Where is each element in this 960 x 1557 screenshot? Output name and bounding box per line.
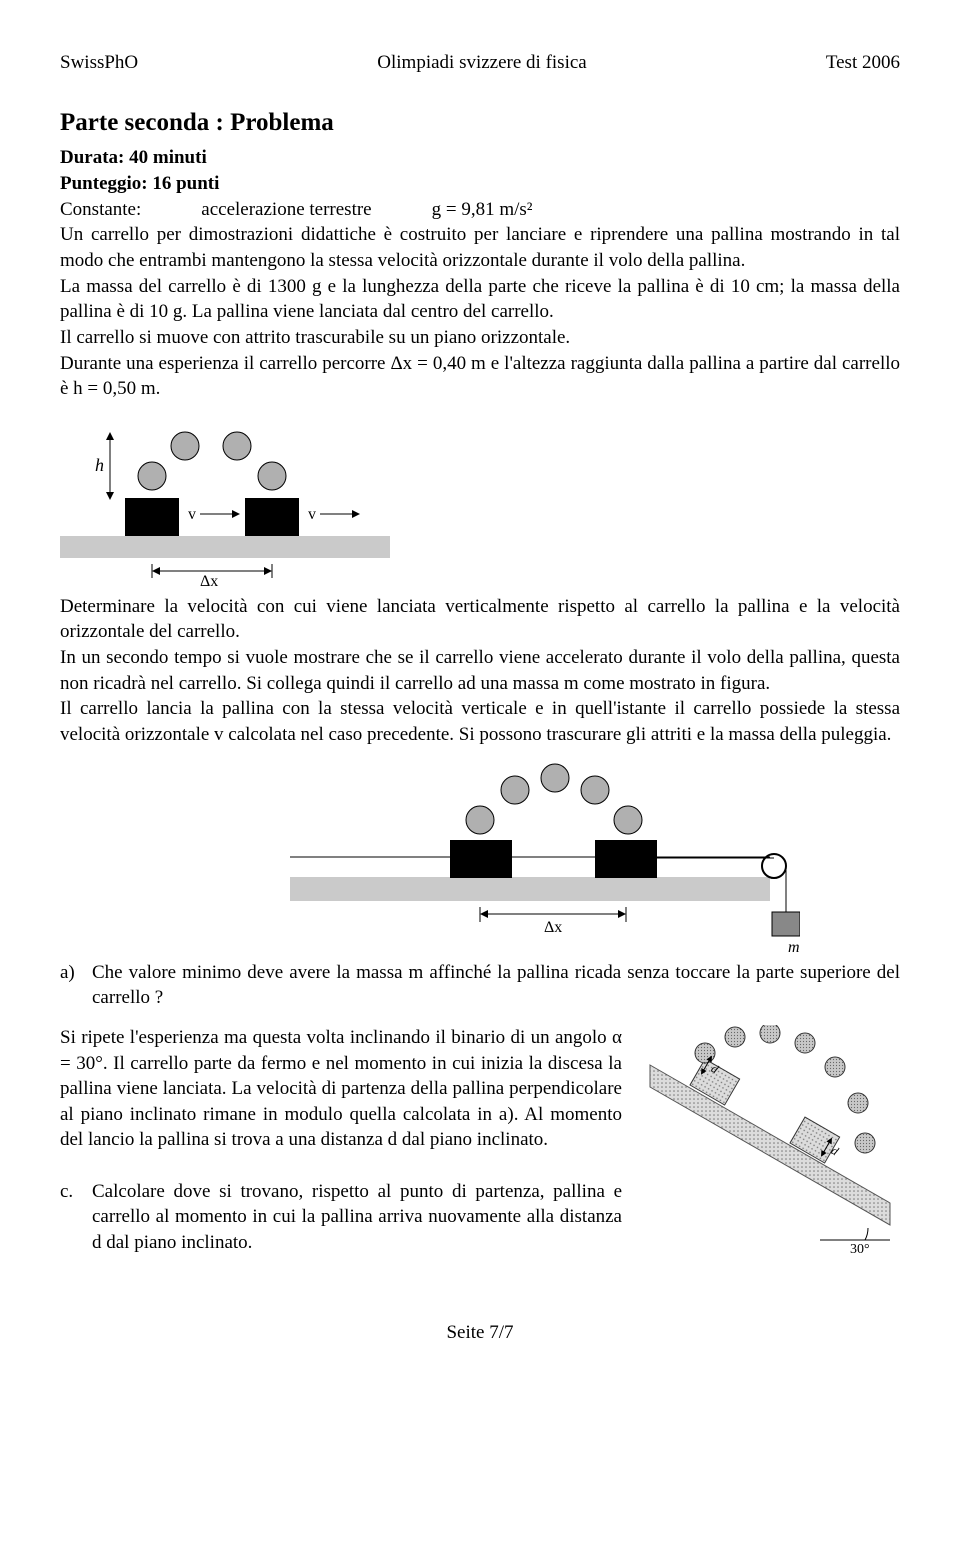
problem-para-6: In un secondo tempo si vuole mostrare ch… [60, 645, 900, 696]
durata-line: Durata: 40 minuti [60, 145, 900, 171]
problem-para-7: Il carrello lancia la pallina con la ste… [60, 696, 900, 747]
question-c-text: Calcolare dove si trovano, rispetto al p… [92, 1179, 622, 1256]
problem-para-4: Durante una esperienza il carrello perco… [60, 351, 900, 402]
constant-row: Constante: accelerazione terrestre g = 9… [60, 197, 900, 223]
problem-para-3: Il carrello si muove con attrito trascur… [60, 325, 900, 351]
constant-desc: accelerazione terrestre [201, 197, 371, 223]
question-c-label: c. [60, 1179, 92, 1256]
question-a-text: Che valore minimo deve avere la massa m … [92, 960, 900, 1011]
problem-para-1: Un carrello per dimostrazioni didattiche… [60, 222, 900, 273]
constant-value: g = 9,81 m/s² [432, 197, 533, 223]
problem-para-2: La massa del carrello è di 1300 g e la l… [60, 274, 900, 325]
fig1-dx-label: Δx [200, 573, 218, 586]
problem-para-8: Si ripete l'esperienza ma questa volta i… [60, 1025, 622, 1153]
question-a-label: a) [60, 960, 92, 1011]
question-a: a) Che valore minimo deve avere la massa… [60, 960, 900, 1011]
punteggio-line: Punteggio: 16 punti [60, 171, 900, 197]
fig1-v-label-1: v [188, 506, 196, 523]
figure-3: d d 30° [640, 1025, 900, 1255]
section-title: Parte seconda : Problema [60, 106, 900, 140]
problem-para-5: Determinare la velocità con cui viene la… [60, 594, 900, 645]
fig1-v-label-2: v [308, 506, 316, 523]
figure-1: h v v Δx [60, 416, 900, 586]
fig1-h-label: h [95, 455, 104, 475]
constant-label: Constante: [60, 197, 141, 223]
page-header: SwissPhO Olimpiadi svizzere di fisica Te… [60, 50, 900, 76]
header-left: SwissPhO [60, 50, 138, 76]
page-footer: Seite 7/7 [60, 1320, 900, 1346]
fig2-m-label: m [788, 939, 800, 952]
fig2-dx-label: Δx [544, 919, 562, 936]
question-c: c. Calcolare dove si trovano, rispetto a… [60, 1179, 622, 1256]
header-center: Olimpiadi svizzere di fisica [377, 50, 586, 76]
figure-2: m Δx [60, 762, 900, 952]
fig3-angle-label: 30° [850, 1242, 870, 1255]
header-right: Test 2006 [826, 50, 900, 76]
